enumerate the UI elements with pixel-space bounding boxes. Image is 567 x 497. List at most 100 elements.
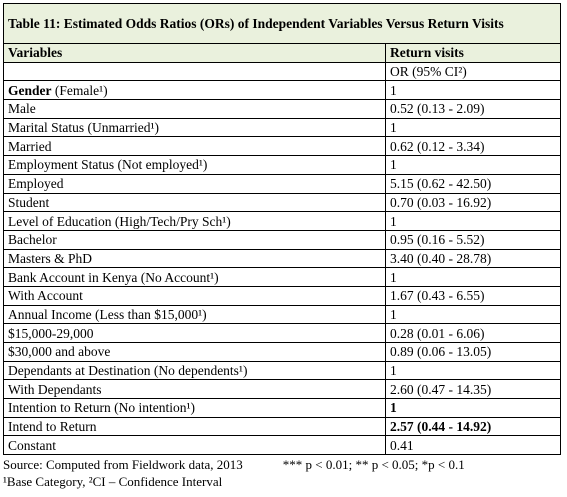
value-cell: 1 (385, 267, 561, 287)
value-cell: 0.95 (0.16 - 5.52) (385, 229, 561, 250)
value-cell: 0.89 (0.06 - 13.05) (385, 342, 561, 362)
title-row: Table 11: Estimated Odds Ratios (ORs) of… (3, 3, 561, 44)
value-cell: 2.60 (0.47 - 14.35) (385, 379, 561, 400)
label-cell: Annual Income (Less than $15,000¹) (3, 304, 386, 325)
label: Married (8, 138, 52, 154)
header-cell: Return visits (385, 43, 561, 63)
label-cell: Employment Status (Not employed¹) (3, 155, 386, 175)
row: Employed 5.15 (0.62 - 42.50) (3, 173, 561, 194)
row: Level of Education (High/Tech/Pry Sch¹) 1 (3, 211, 561, 231)
row: With Dependants 2.60 (0.47 - 14.35) (3, 379, 561, 400)
empty-cell (3, 61, 386, 82)
row: Married 0.62 (0.12 - 3.34) (3, 136, 561, 157)
label-cell: Male (3, 99, 386, 119)
value: 0.70 (0.03 - 16.92) (390, 194, 492, 210)
value: 1 (390, 157, 397, 173)
row: Student 0.70 (0.03 - 16.92) (3, 192, 561, 213)
row: Marital Status (Unmarried¹) 1 (3, 117, 561, 138)
label: $30,000 and above (8, 344, 111, 360)
value-cell: 0.52 (0.13 - 2.09) (385, 99, 561, 119)
row: Dependants at Destination (No dependents… (3, 360, 561, 381)
label: Dependants at Destination (No dependents… (8, 363, 248, 379)
source: Source: Computed from Fieldwork data, 20… (3, 457, 243, 473)
row: Intend to Return 2.57 (0.44 - 14.92) (3, 416, 561, 437)
row: Bachelor 0.95 (0.16 - 5.52) (3, 229, 561, 250)
value-cell: 1 (385, 117, 561, 138)
row: Bank Account in Kenya (No Account¹) 1 (3, 267, 561, 287)
value-cell: 1.67 (0.43 - 6.55) (385, 285, 561, 306)
value: 1 (390, 400, 397, 416)
value-cell: 2.57 (0.44 - 14.92) (385, 416, 561, 437)
label-cell: Intention to Return (No intention¹) (3, 398, 386, 418)
subheader-row: OR (95% CI²) (3, 61, 561, 82)
label-cell: Intend to Return (3, 416, 386, 437)
footer: Source: Computed from Fieldwork data, 20… (3, 456, 561, 490)
value-cell: 1 (385, 155, 561, 175)
label: Level of Education (High/Tech/Pry Sch¹) (8, 213, 231, 229)
value-cell: 3.40 (0.40 - 28.78) (385, 248, 561, 269)
value: 0.89 (0.06 - 13.05) (390, 344, 492, 360)
value: 3.40 (0.40 - 28.78) (390, 250, 492, 266)
value-cell: 0.62 (0.12 - 3.34) (385, 136, 561, 157)
value: 0.52 (0.13 - 2.09) (390, 101, 485, 117)
value-cell: 0.28 (0.01 - 6.06) (385, 323, 561, 343)
label: Intend to Return (8, 419, 97, 435)
document: Table 11: Estimated Odds Ratios (ORs) of… (3, 3, 561, 490)
label-cell: Married (3, 136, 386, 157)
value-cell: 0.70 (0.03 - 16.92) (385, 192, 561, 213)
value-cell: 1 (385, 304, 561, 325)
row: With Account 1.67 (0.43 - 6.55) (3, 285, 561, 306)
label-cell: Student (3, 192, 386, 213)
label-cell: Bachelor (3, 229, 386, 250)
label-cell: With Dependants (3, 379, 386, 400)
row: Annual Income (Less than $15,000¹) 1 (3, 304, 561, 325)
value: 1 (390, 120, 397, 136)
label: With Account (8, 288, 83, 304)
label: Annual Income (Less than $15,000¹) (8, 306, 207, 322)
value: 1 (390, 306, 397, 322)
value: 1.67 (0.43 - 6.55) (390, 288, 485, 304)
label-cell: Masters & PhD (3, 248, 386, 269)
label: With Dependants (8, 381, 102, 397)
label-cell: $30,000 and above (3, 342, 386, 362)
footer-line: Source: Computed from Fieldwork data, 20… (3, 456, 561, 473)
value-cell: 1 (385, 360, 561, 381)
label-cell: $15,000-29,000 (3, 323, 386, 343)
row: Intention to Return (No intention¹) 1 (3, 398, 561, 418)
value: 2.57 (0.44 - 14.92) (390, 419, 492, 435)
label: Marital Status (Unmarried¹) (8, 120, 160, 136)
value: 5.15 (0.62 - 42.50) (390, 176, 492, 192)
label-cell: With Account (3, 285, 386, 306)
value-cell: 1 (385, 211, 561, 231)
label: Male (8, 101, 36, 117)
value: 1 (390, 213, 397, 229)
value: 2.60 (0.47 - 14.35) (390, 381, 492, 397)
label: Intention to Return (No intention¹) (8, 400, 196, 416)
value: 1 (390, 269, 397, 285)
value: 0.62 (0.12 - 3.34) (390, 138, 485, 154)
notes: ¹Base Category, ²CI – Confidence Interva… (3, 474, 223, 490)
label-reference: (Female¹) (51, 82, 108, 98)
label: Masters & PhD (8, 250, 92, 266)
value-cell: 0.41 (385, 435, 561, 456)
value-cell: 1 (385, 80, 561, 101)
row: Constant 0.41 (3, 435, 561, 456)
row: Gender (Female¹) 1 (3, 80, 561, 101)
value-cell: 1 (385, 398, 561, 418)
value: 1 (390, 363, 397, 379)
label-cell: Bank Account in Kenya (No Account¹) (3, 267, 386, 287)
row: $30,000 and above 0.89 (0.06 - 13.05) (3, 342, 561, 362)
value: 0.95 (0.16 - 5.52) (390, 232, 485, 248)
header-row: Variables Return visits (3, 43, 561, 63)
label: Constant (8, 437, 57, 453)
label-cell: Marital Status (Unmarried¹) (3, 117, 386, 138)
row: Male 0.52 (0.13 - 2.09) (3, 99, 561, 119)
significance: *** p < 0.01; ** p < 0.05; *p < 0.1 (282, 457, 465, 473)
label: Employed (8, 176, 64, 192)
label: Bachelor (8, 232, 57, 248)
label: Gender (8, 82, 52, 98)
value: 0.28 (0.01 - 6.06) (390, 325, 485, 341)
label: $15,000-29,000 (8, 325, 94, 341)
label: Student (8, 194, 50, 210)
